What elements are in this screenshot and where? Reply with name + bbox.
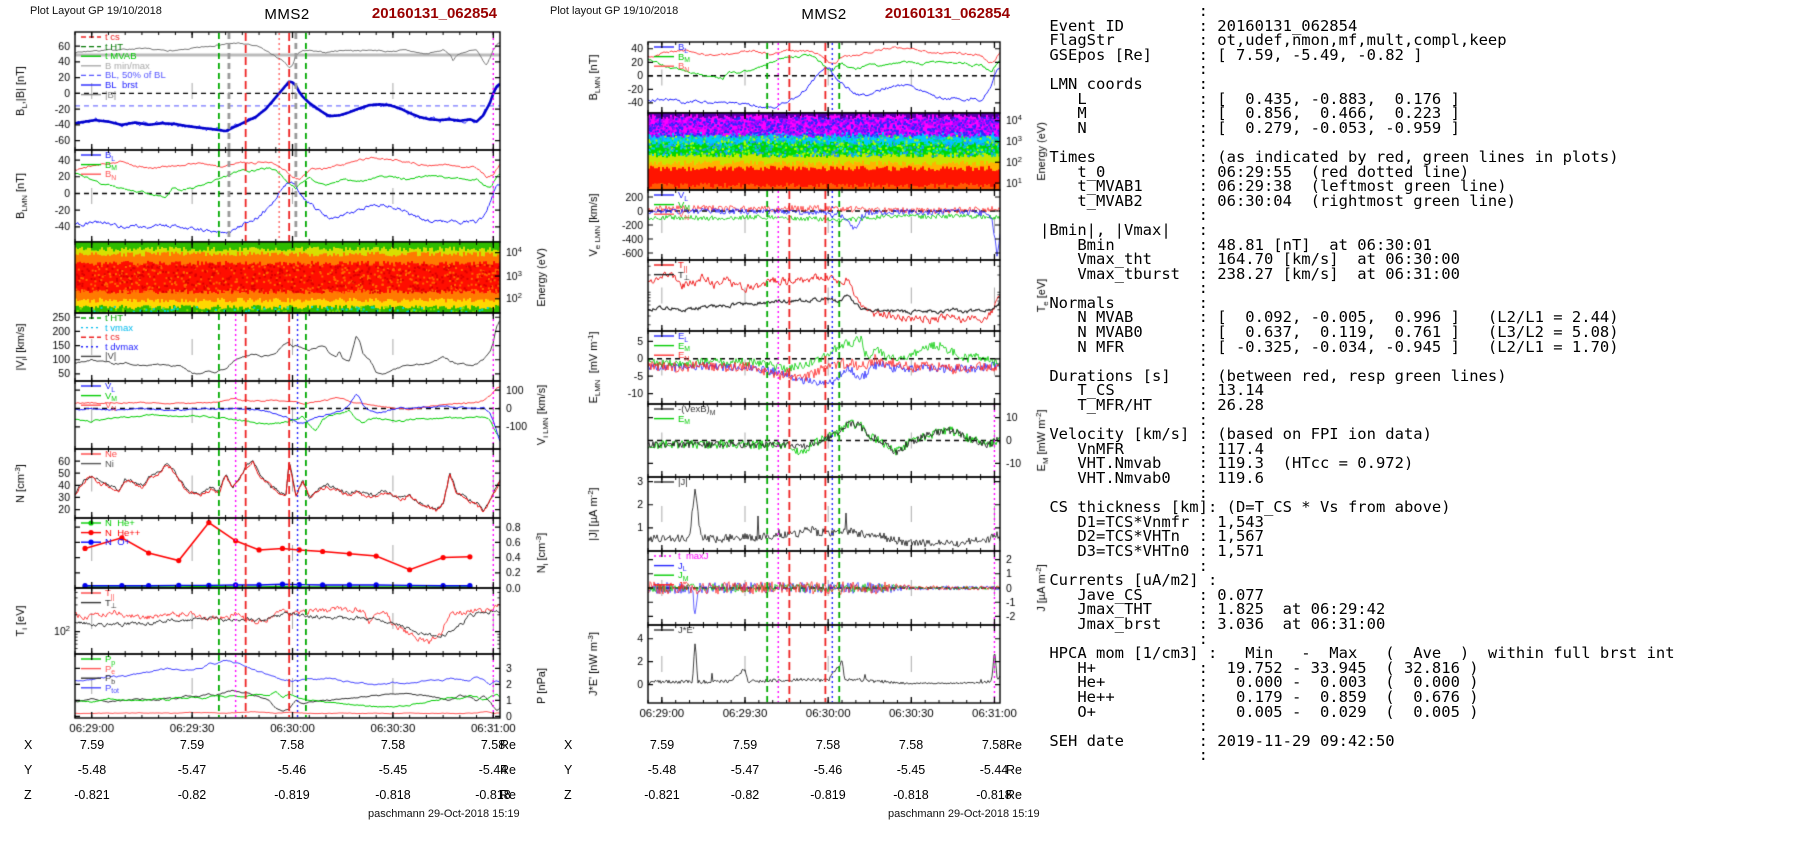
- spacecraft-title-mid: MMS2: [801, 6, 847, 23]
- coord-value: -0.821: [644, 788, 680, 802]
- coord-row-label: X: [564, 738, 573, 752]
- coord-value: 7.59: [649, 738, 675, 752]
- coord-row-label: Z: [24, 788, 32, 802]
- coord-value: -0.821: [74, 788, 110, 802]
- coord-row-label: Y: [564, 763, 573, 777]
- coord-value: -5.47: [177, 763, 207, 777]
- coord-row-z-mid: Z -0.821 -0.82 -0.819 -0.818 -0.818 Re: [520, 788, 1080, 804]
- coord-value: 7.58: [279, 738, 305, 752]
- coord-row-x-mid: X 7.59 7.59 7.58 7.58 7.58 Re: [520, 738, 1080, 754]
- plot-column-left: Plot Layout GP 19/10/2018 MMS2 20160131_…: [0, 0, 558, 841]
- coord-value: -0.818: [375, 788, 411, 802]
- spacecraft-title-left: MMS2: [264, 6, 310, 23]
- coord-value: 7.58: [981, 738, 1007, 752]
- plot-layout-label-mid: Plot layout GP 19/10/2018: [550, 5, 679, 17]
- coord-value: -0.819: [274, 788, 310, 802]
- coord-value: 7.59: [732, 738, 758, 752]
- coord-value: -5.47: [730, 763, 760, 777]
- coord-value: -5.44: [979, 763, 1009, 777]
- coord-value: -5.45: [378, 763, 408, 777]
- coord-value: 7.59: [179, 738, 205, 752]
- coord-value: -5.46: [813, 763, 843, 777]
- coord-value: 7.59: [79, 738, 105, 752]
- coord-value: -5.48: [77, 763, 107, 777]
- coord-value: -5.48: [647, 763, 677, 777]
- coord-value: -5.44: [478, 763, 508, 777]
- plot-credit-left: paschmann 29-Oct-2018 15:19: [368, 808, 520, 820]
- coord-value: 7.58: [815, 738, 841, 752]
- event-id-title-left: 20160131_062854: [371, 5, 497, 22]
- event-id-title-mid: 20160131_062854: [884, 5, 1010, 22]
- coord-row-y-mid: Y -5.48 -5.47 -5.46 -5.45 -5.44 Re: [520, 763, 1080, 779]
- coord-row-label: Y: [24, 763, 33, 777]
- coord-value: -0.818: [976, 788, 1012, 802]
- coord-value: -5.46: [277, 763, 307, 777]
- coord-row-z-left: Z -0.821 -0.82 -0.819 -0.818 -0.818 Re: [0, 788, 560, 804]
- coord-row-label: Z: [564, 788, 572, 802]
- info-text: : Event ID : 20160131_062854 FlagStr : o…: [1040, 2, 1675, 765]
- coord-value: -0.818: [475, 788, 511, 802]
- coord-value: -0.82: [177, 788, 207, 802]
- plot-column-middle: Plot layout GP 19/10/2018 MMS2 20160131_…: [520, 0, 1080, 841]
- middle-plot-canvas: [520, 20, 1080, 770]
- coord-unit: Re: [500, 763, 516, 777]
- coord-value: -0.82: [730, 788, 760, 802]
- plot-layout-label-left: Plot Layout GP 19/10/2018: [30, 5, 162, 17]
- coord-value: 7.58: [380, 738, 406, 752]
- coord-value: -0.819: [810, 788, 846, 802]
- coord-value: 7.58: [480, 738, 506, 752]
- coord-value: -0.818: [893, 788, 929, 802]
- event-info-panel: : Event ID : 20160131_062854 FlagStr : o…: [1040, 2, 1804, 841]
- coord-value: -5.45: [896, 763, 926, 777]
- plot-credit-mid: paschmann 29-Oct-2018 15:19: [888, 808, 1040, 820]
- coord-unit: Re: [1006, 763, 1022, 777]
- coord-row-label: X: [24, 738, 33, 752]
- coord-row-x-left: X 7.59 7.59 7.58 7.58 7.58 Re: [0, 738, 560, 754]
- coord-unit: Re: [1006, 738, 1022, 752]
- coord-row-y-left: Y -5.48 -5.47 -5.46 -5.45 -5.44 Re: [0, 763, 560, 779]
- coord-value: 7.58: [898, 738, 924, 752]
- coord-unit: Re: [500, 788, 516, 802]
- coord-unit: Re: [500, 738, 516, 752]
- left-plot-canvas: [0, 20, 558, 770]
- coord-unit: Re: [1006, 788, 1022, 802]
